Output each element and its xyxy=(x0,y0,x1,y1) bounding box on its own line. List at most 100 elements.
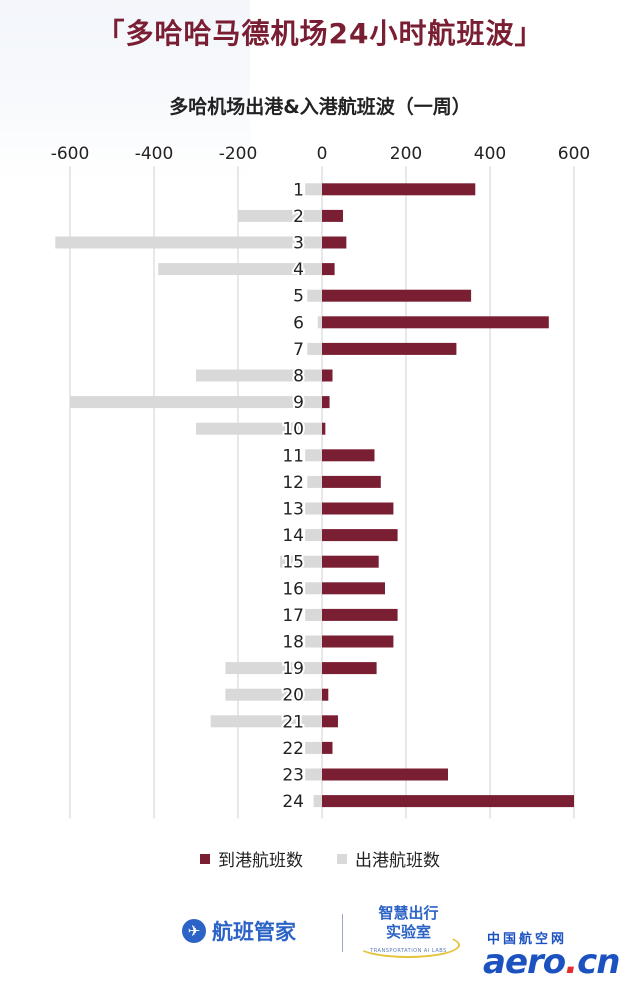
x-tick-label: 200 xyxy=(390,144,422,164)
x-tick-label: 600 xyxy=(558,144,590,164)
legend-item-arrivals: 到港航班数 xyxy=(200,846,303,871)
chart-legend: 到港航班数 出港航班数 xyxy=(0,846,640,871)
hangbanguanjia-label: 航班管家 xyxy=(212,920,296,944)
y-category-label: 12 xyxy=(282,473,304,493)
y-category-label: 5 xyxy=(293,287,304,307)
arrival-bar xyxy=(322,741,333,754)
x-tick-label: -200 xyxy=(219,144,258,164)
arrival-bar xyxy=(322,635,394,648)
arrival-bar xyxy=(322,183,476,196)
arrival-bar xyxy=(322,369,333,382)
arrival-bar xyxy=(322,396,330,409)
aero-cn-wordmark-dot: . xyxy=(565,942,578,982)
y-category-label: 2 xyxy=(293,207,304,227)
y-category-label: 22 xyxy=(282,739,304,759)
y-category-label: 20 xyxy=(282,686,304,706)
departure-bar xyxy=(307,289,322,302)
arrival-bar xyxy=(322,529,398,542)
arrival-bar xyxy=(322,289,472,302)
lab-logo-ring xyxy=(356,932,460,958)
y-category-label: 4 xyxy=(293,260,304,280)
aero-cn-wordmark-a: aero xyxy=(483,942,566,982)
y-category-label: 21 xyxy=(282,712,304,732)
arrival-bar xyxy=(322,795,574,808)
arrival-bar xyxy=(322,209,343,222)
chart-title: 多哈机场出港&入港航班波（一周） xyxy=(169,96,471,118)
departure-bar xyxy=(305,768,322,781)
aero-cn-chinese: 中国航空网 xyxy=(487,932,568,947)
departure-bar xyxy=(305,502,322,515)
footer-logos: ✈ 航班管家 智慧出行 实验室 TRANSPORTATION AI LABS 中… xyxy=(0,900,640,979)
y-category-label: 15 xyxy=(282,553,304,573)
y-category-label: 9 xyxy=(293,393,304,413)
smart-travel-lab-logo: 智慧出行 实验室 TRANSPORTATION AI LABS xyxy=(356,904,461,964)
departure-bar xyxy=(70,396,322,409)
arrival-bar xyxy=(322,449,375,462)
y-category-label: 11 xyxy=(282,446,304,466)
y-category-label: 18 xyxy=(282,633,304,653)
arrival-bar xyxy=(322,582,385,595)
arrival-bar xyxy=(322,715,338,728)
departure-bar xyxy=(305,582,322,595)
departure-bar xyxy=(158,263,322,276)
departure-bar xyxy=(225,688,322,701)
y-category-label: 8 xyxy=(293,367,304,387)
aero-cn-wordmark-b: cn xyxy=(577,942,620,982)
departure-bar xyxy=(238,209,322,222)
arrival-bar xyxy=(322,555,379,568)
y-category-label: 7 xyxy=(293,340,304,360)
arrival-bar xyxy=(322,263,335,276)
x-tick-label: 400 xyxy=(474,144,506,164)
bar-chart: -600 -400 -200 0 200 400 600123456789101112131… xyxy=(51,144,590,819)
arrival-bar xyxy=(322,768,448,781)
y-category-label: 23 xyxy=(282,766,304,786)
arrival-bar xyxy=(322,502,394,515)
departure-bar xyxy=(280,555,322,568)
arrival-bar xyxy=(322,236,347,249)
arrival-bar xyxy=(322,688,329,701)
aero-cn-logo: 中国航空网 aero.cn xyxy=(483,928,620,979)
arrival-bar xyxy=(322,342,457,355)
departure-bar xyxy=(305,529,322,542)
x-tick-label: -600 xyxy=(51,144,90,164)
departure-bar xyxy=(307,475,322,488)
background-watermark xyxy=(0,0,250,180)
lab-logo-line1: 智慧出行 xyxy=(378,904,439,922)
arrival-bar xyxy=(322,608,398,621)
departure-bar xyxy=(313,795,322,808)
departure-bar xyxy=(305,608,322,621)
x-tick-label: -400 xyxy=(135,144,174,164)
y-category-label: 14 xyxy=(282,526,304,546)
departure-bar xyxy=(305,741,322,754)
hangbanguanjia-logo: ✈ 航班管家 xyxy=(182,916,296,946)
legend-swatch-departures xyxy=(337,853,347,864)
y-category-label: 6 xyxy=(293,313,304,333)
y-category-label: 24 xyxy=(282,792,304,812)
y-category-label: 10 xyxy=(282,420,304,440)
x-tick-label: 0 xyxy=(317,144,328,164)
legend-label-departures: 出港航班数 xyxy=(355,851,440,871)
departure-bar xyxy=(305,183,322,196)
departure-bar xyxy=(196,369,322,382)
y-category-label: 13 xyxy=(282,500,304,520)
arrival-bar xyxy=(322,475,381,488)
departure-bar xyxy=(317,316,322,329)
y-category-label: 1 xyxy=(293,180,304,200)
logo-divider xyxy=(342,914,343,952)
departure-bar xyxy=(196,422,322,435)
y-category-label: 3 xyxy=(293,234,304,254)
legend-item-departures: 出港航班数 xyxy=(337,846,440,871)
departure-bar xyxy=(55,236,323,249)
y-category-label: 16 xyxy=(282,579,304,599)
y-category-label: 17 xyxy=(282,606,304,626)
departure-bar xyxy=(225,662,322,675)
arrival-bar xyxy=(322,316,549,329)
legend-swatch-arrivals xyxy=(200,853,210,864)
departure-bar xyxy=(307,342,322,355)
page-title: 「多哈哈马德机场24小时航班波」 xyxy=(96,17,544,50)
legend-label-arrivals: 到港航班数 xyxy=(218,851,303,871)
aero-cn-wordmark: aero.cn xyxy=(483,945,620,979)
arrival-bar xyxy=(322,422,326,435)
departure-bar xyxy=(305,449,322,462)
arrival-bar xyxy=(322,662,377,675)
